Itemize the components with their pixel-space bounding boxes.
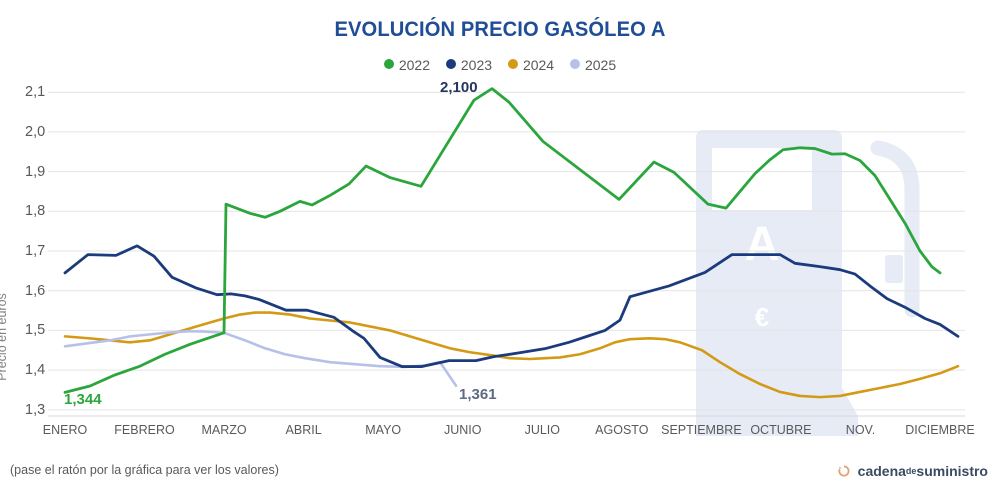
svg-text:A: A <box>745 218 780 271</box>
svg-text:€: € <box>755 302 769 332</box>
